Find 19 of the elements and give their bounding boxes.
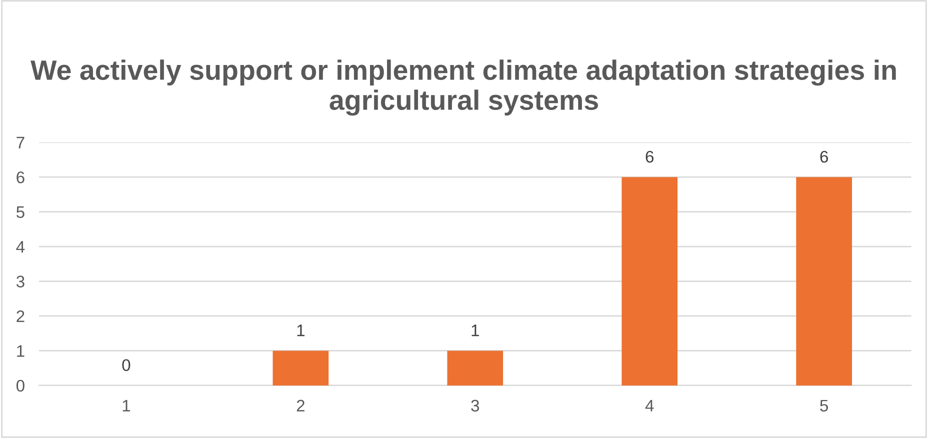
y-tick-label: 0	[16, 380, 24, 392]
y-tick-label: 1	[17, 345, 24, 357]
data-label: 6	[646, 150, 654, 163]
x-tick-label: 1	[122, 400, 130, 412]
chart-title: We actively support or implement climate adaptation strategies in agricultural systems	[30, 60, 896, 116]
data-label: 0	[122, 359, 130, 372]
x-tick-label: 3	[471, 400, 480, 412]
data-label: 6	[820, 150, 828, 163]
y-tick-label: 3	[16, 276, 24, 288]
y-tick-label: 2	[16, 310, 24, 322]
x-tick-label: 5	[820, 400, 828, 412]
data-label: 1	[472, 324, 479, 336]
y-tick-label: 5	[16, 206, 24, 218]
y-tick-label: 7	[16, 136, 24, 148]
y-tick-label: 4	[16, 241, 25, 253]
data-label: 1	[297, 324, 304, 336]
x-tick-label: 4	[645, 400, 654, 412]
x-tick-label: 2	[296, 400, 304, 412]
y-tick-label: 6	[16, 171, 24, 184]
